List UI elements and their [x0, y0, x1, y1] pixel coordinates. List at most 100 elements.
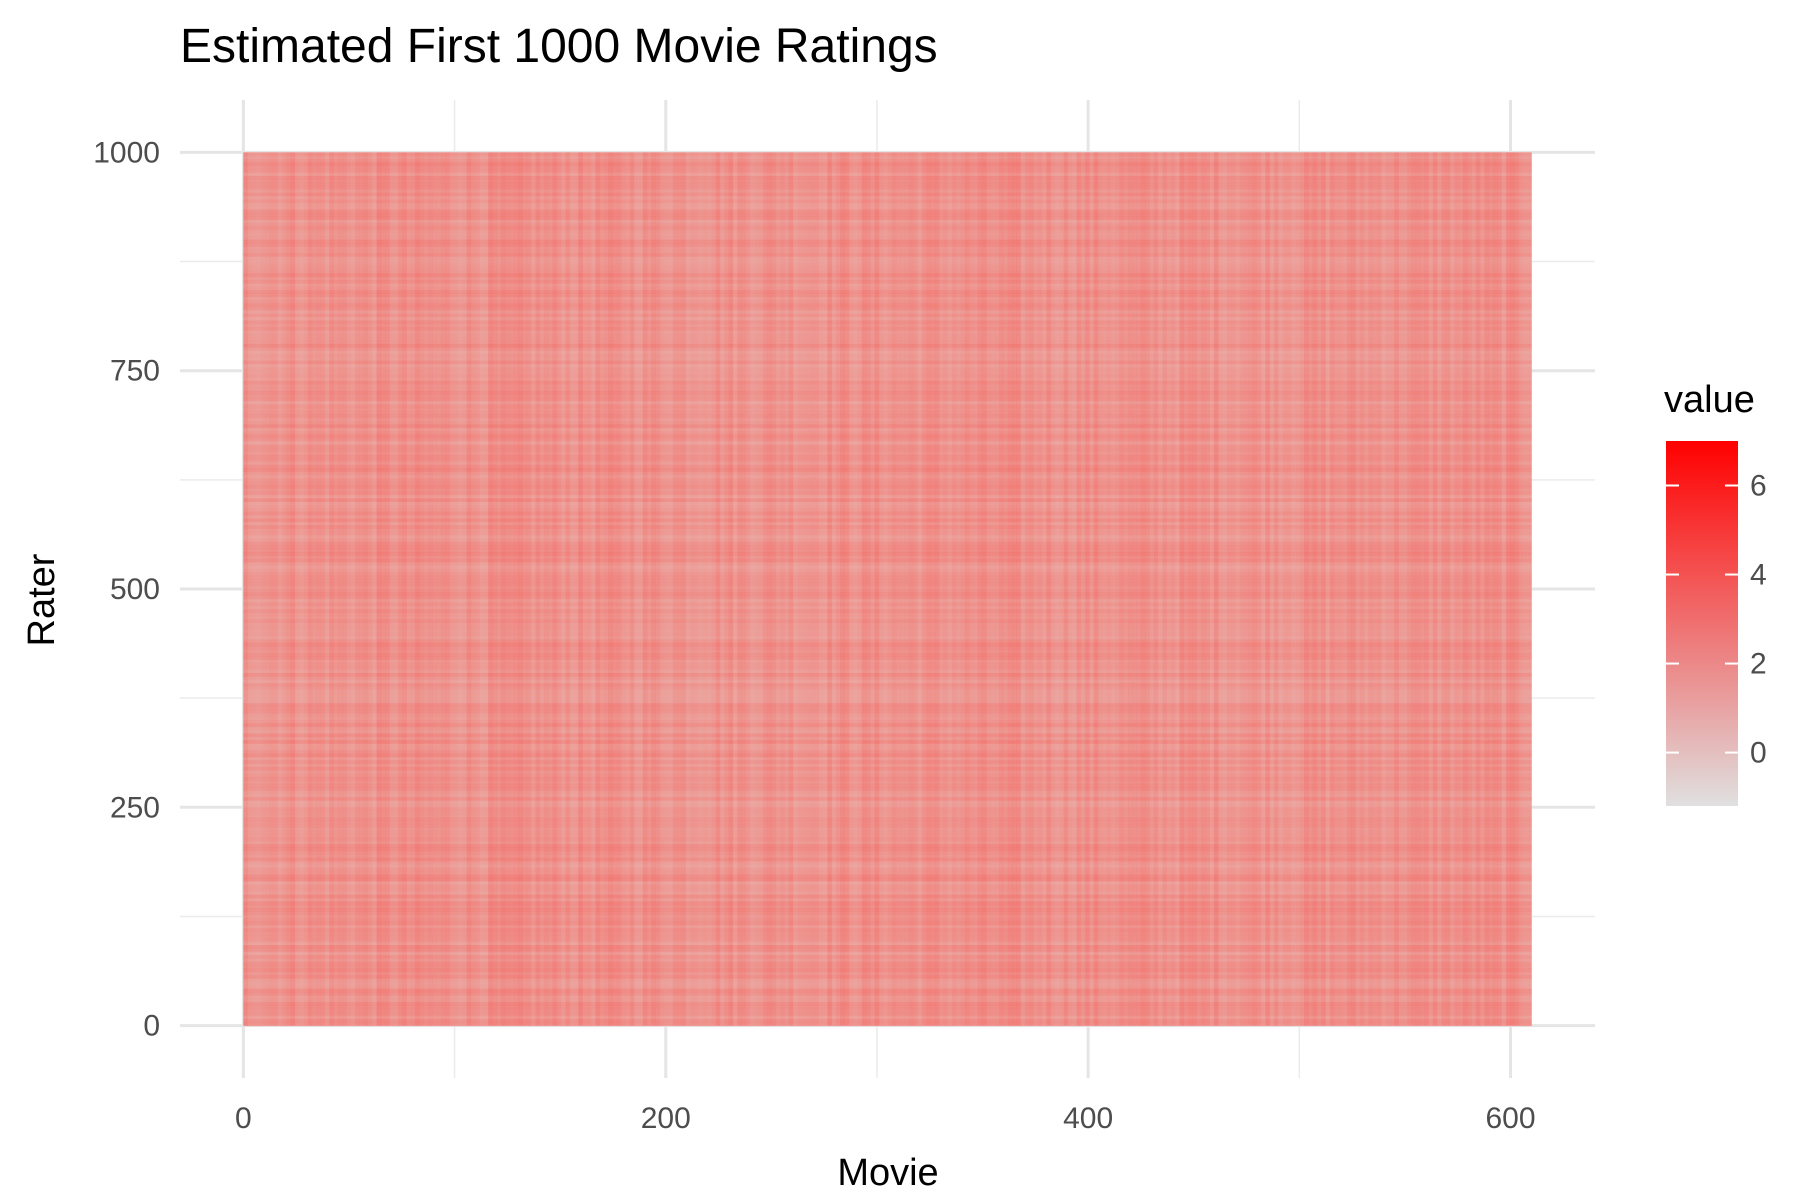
heatmap-column — [908, 152, 914, 1026]
heatmap-column — [1411, 152, 1417, 1026]
heatmap-row — [243, 958, 1532, 963]
heatmap-column — [672, 152, 678, 1026]
heatmap-column — [1471, 152, 1477, 1026]
heatmap-row — [243, 817, 1532, 822]
heatmap-column — [1428, 152, 1434, 1026]
heatmap-column — [1321, 152, 1326, 1026]
heatmap-column — [1342, 152, 1348, 1026]
heatmap-row — [243, 719, 1532, 724]
heatmap-row — [243, 636, 1532, 640]
heatmap-row — [243, 182, 1532, 187]
heatmap-row — [243, 763, 1532, 768]
heatmap-column — [853, 152, 858, 1026]
heatmap-row — [243, 968, 1532, 973]
heatmap-row — [243, 320, 1532, 325]
heatmap-column — [720, 152, 725, 1026]
heatmap-column — [810, 152, 815, 1026]
heatmap-column — [243, 152, 249, 1026]
heatmap-row — [243, 417, 1532, 422]
heatmap-row — [243, 165, 1532, 170]
heatmap-column — [466, 152, 472, 1026]
heatmap-column — [1505, 152, 1511, 1026]
heatmap-column — [754, 152, 760, 1026]
heatmap-column — [1170, 152, 1176, 1026]
heatmap-column — [874, 152, 880, 1026]
heatmap-row — [243, 199, 1532, 204]
y-tick-label: 0 — [143, 1010, 160, 1043]
heatmap-row — [243, 867, 1532, 872]
heatmap-row — [243, 293, 1532, 298]
heatmap-column — [797, 152, 803, 1026]
heatmap-column — [1256, 152, 1262, 1026]
heatmap-column — [492, 152, 498, 1026]
heatmap-column — [543, 152, 549, 1026]
heatmap-row — [243, 599, 1532, 603]
heatmap-row — [243, 998, 1532, 1003]
heatmap-row — [243, 767, 1532, 771]
heatmap-row — [243, 814, 1532, 818]
heatmap-row — [243, 548, 1532, 553]
heatmap-row — [243, 861, 1532, 865]
heatmap-row — [243, 454, 1532, 459]
heatmap-column — [372, 152, 377, 1026]
heatmap-row — [243, 494, 1532, 499]
heatmap-column — [1218, 152, 1223, 1026]
heatmap-row — [243, 1015, 1532, 1020]
heatmap-row — [243, 384, 1532, 388]
heatmap-row — [243, 511, 1532, 516]
heatmap-column — [548, 152, 553, 1026]
heatmap-row — [243, 750, 1532, 755]
heatmap-column — [1076, 152, 1082, 1026]
heatmap-column — [1282, 152, 1288, 1026]
heatmap-column — [1222, 152, 1228, 1026]
heatmap-row — [243, 357, 1532, 362]
heatmap-row — [243, 363, 1532, 368]
heatmap-column — [943, 152, 949, 1026]
heatmap-column — [1243, 152, 1249, 1026]
heatmap-column — [1381, 152, 1387, 1026]
heatmap-column — [904, 152, 910, 1026]
heatmap-row — [243, 273, 1532, 278]
heatmap-column — [428, 152, 433, 1026]
heatmap-column — [462, 152, 468, 1026]
heatmap-column — [475, 152, 480, 1026]
heatmap-row — [243, 451, 1532, 456]
heatmap-row — [243, 666, 1532, 671]
heatmap-row — [243, 347, 1532, 352]
heatmap-row — [243, 390, 1532, 395]
heatmap-column — [805, 152, 811, 1026]
heatmap-column — [1192, 152, 1198, 1026]
heatmap-column — [891, 152, 897, 1026]
heatmap-column — [1316, 152, 1322, 1026]
heatmap-column — [1480, 152, 1485, 1026]
heatmap-column — [552, 152, 558, 1026]
heatmap-column — [745, 152, 751, 1026]
heatmap-row — [243, 629, 1532, 634]
heatmap-row — [243, 189, 1532, 194]
heatmap-row — [243, 535, 1532, 540]
heatmap-row — [243, 609, 1532, 614]
heatmap-column — [1235, 152, 1241, 1026]
heatmap-row — [243, 941, 1532, 946]
heatmap-column — [775, 152, 781, 1026]
heatmap-row — [243, 444, 1532, 449]
heatmap-column — [290, 152, 296, 1026]
heatmap-column — [256, 152, 261, 1026]
heatmap-column — [981, 152, 987, 1026]
heatmap-column — [629, 152, 635, 1026]
heatmap-column — [1385, 152, 1391, 1026]
heatmap-column — [470, 152, 476, 1026]
x-tick-label: 600 — [1485, 1102, 1535, 1135]
heatmap-row — [243, 488, 1532, 493]
heatmap-column — [1454, 152, 1460, 1026]
heatmap-column — [835, 152, 841, 1026]
heatmap-column — [329, 152, 334, 1026]
heatmap-row — [243, 683, 1532, 687]
heatmap-row — [243, 622, 1532, 627]
heatmap-row — [243, 723, 1532, 728]
heatmap-row — [243, 541, 1532, 546]
heatmap-column — [1346, 152, 1352, 1026]
heatmap-row — [243, 531, 1532, 536]
heatmap-row — [243, 854, 1532, 859]
heatmap-column — [531, 152, 536, 1026]
